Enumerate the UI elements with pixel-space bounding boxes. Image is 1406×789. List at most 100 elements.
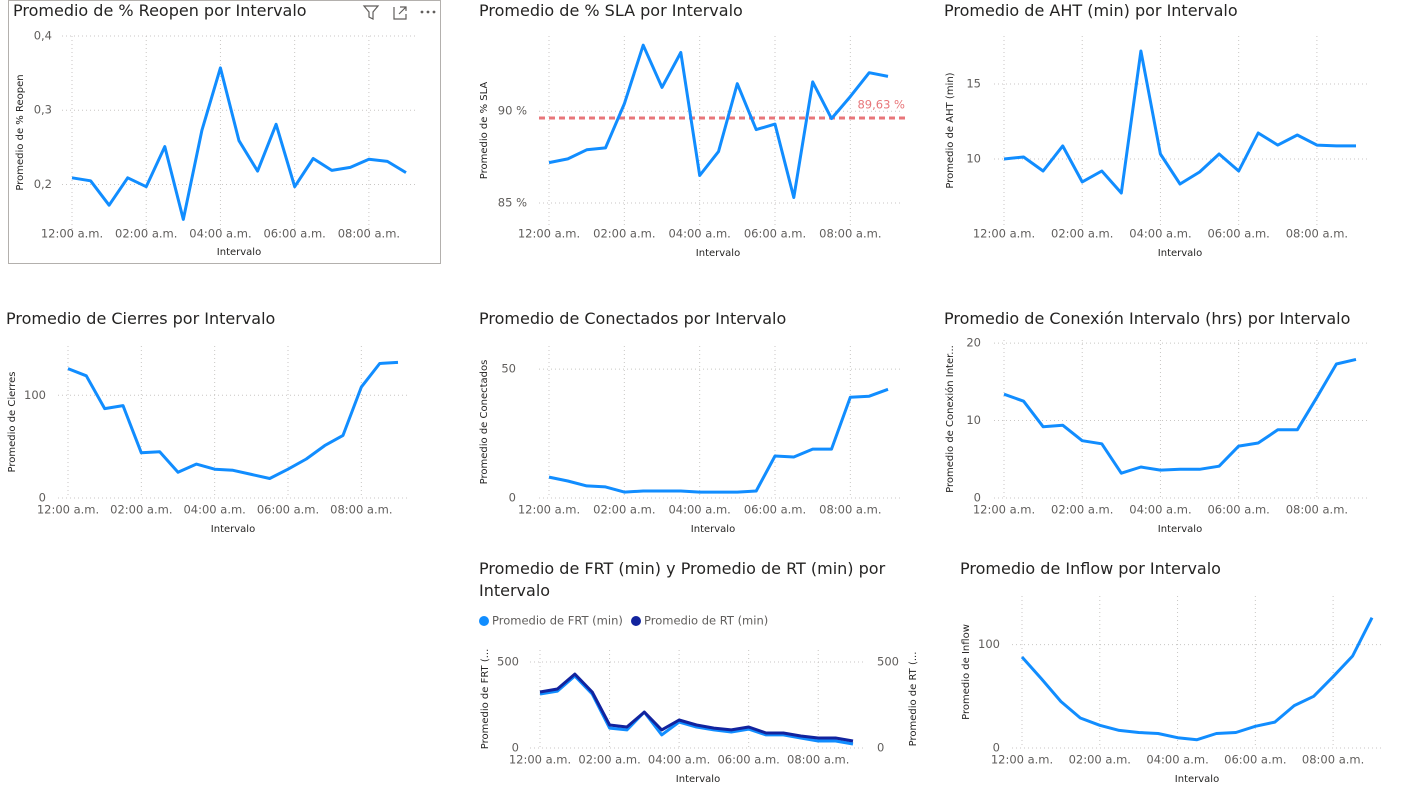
legend-label: Promedio de FRT (min) bbox=[492, 614, 623, 628]
x-tick-label: 02:00 a.m. bbox=[1069, 753, 1131, 767]
y-tick-label: 20 bbox=[966, 336, 981, 350]
y-axis-title: Promedio de AHT (min) bbox=[945, 72, 956, 188]
x-tick-label: 08:00 a.m. bbox=[338, 227, 400, 241]
series-line bbox=[1003, 49, 1356, 195]
x-tick-label: 06:00 a.m. bbox=[257, 503, 319, 517]
x-tick-label: 08:00 a.m. bbox=[330, 503, 392, 517]
x-tick-label: 04:00 a.m. bbox=[1146, 753, 1208, 767]
x-tick-label: 12:00 a.m. bbox=[41, 227, 103, 241]
x-tick-label: 04:00 a.m. bbox=[668, 227, 730, 241]
x-axis-title: Intervalo bbox=[1158, 524, 1202, 535]
filter-icon[interactable] bbox=[362, 5, 380, 20]
x-tick-label: 02:00 a.m. bbox=[1051, 227, 1113, 241]
x-tick-label: 12:00 a.m. bbox=[37, 503, 99, 517]
y-tick-label: 50 bbox=[501, 362, 516, 376]
y-tick-label: 85 % bbox=[498, 195, 527, 209]
y-tick-label: 0 bbox=[39, 491, 46, 505]
average-label: 89,63 % bbox=[857, 98, 905, 112]
x-tick-label: 12:00 a.m. bbox=[518, 503, 580, 517]
chart-title: Promedio de Conexión Intervalo (hrs) por… bbox=[944, 309, 1351, 328]
visual-border bbox=[8, 0, 441, 264]
x-tick-label: 04:00 a.m. bbox=[648, 753, 710, 767]
x-tick-label: 12:00 a.m. bbox=[509, 753, 571, 767]
y-tick-label: 0,3 bbox=[34, 103, 52, 117]
y-tick-label: 15 bbox=[966, 77, 981, 91]
x-tick-label: 08:00 a.m. bbox=[819, 503, 881, 517]
x-tick-label: 12:00 a.m. bbox=[973, 227, 1035, 241]
x-tick-label: 06:00 a.m. bbox=[717, 753, 779, 767]
x-tick-label: 06:00 a.m. bbox=[1207, 227, 1269, 241]
x-tick-label: 06:00 a.m. bbox=[744, 227, 806, 241]
x-axis-title: Intervalo bbox=[1158, 248, 1202, 259]
x-tick-label: 12:00 a.m. bbox=[518, 227, 580, 241]
y-tick-label: 10 bbox=[966, 413, 981, 427]
x-tick-label: 02:00 a.m. bbox=[110, 503, 172, 517]
x-tick-label: 12:00 a.m. bbox=[991, 753, 1053, 767]
x-tick-label: 08:00 a.m. bbox=[1302, 753, 1364, 767]
x-tick-label: 08:00 a.m. bbox=[1286, 227, 1348, 241]
y-axis-title: Promedio de % Reopen bbox=[15, 74, 26, 190]
focus-mode-icon[interactable] bbox=[393, 6, 407, 20]
x-axis-title: Intervalo bbox=[217, 247, 261, 258]
x-tick-label: 02:00 a.m. bbox=[593, 503, 655, 517]
chart-title: Promedio de % Reopen por Intervalo bbox=[13, 1, 307, 20]
more-options-icon[interactable] bbox=[420, 10, 436, 14]
legend-label: Promedio de RT (min) bbox=[644, 614, 768, 628]
x-axis-title: Intervalo bbox=[1175, 774, 1219, 785]
x-tick-label: 02:00 a.m. bbox=[593, 227, 655, 241]
y2-tick-label: 0 bbox=[877, 741, 884, 755]
y-tick-label: 100 bbox=[24, 388, 46, 402]
series-line bbox=[548, 43, 889, 199]
x-axis-title: Intervalo bbox=[211, 524, 255, 535]
x-axis-title: Intervalo bbox=[676, 774, 720, 785]
x-axis-title: Intervalo bbox=[696, 248, 740, 259]
legend-marker bbox=[479, 616, 489, 626]
x-tick-label: 04:00 a.m. bbox=[668, 503, 730, 517]
series-line bbox=[71, 66, 407, 221]
series-line bbox=[539, 672, 854, 743]
legend-marker bbox=[631, 616, 641, 626]
x-tick-label: 08:00 a.m. bbox=[787, 753, 849, 767]
chart-title: Promedio de % SLA por Intervalo bbox=[479, 1, 743, 20]
x-tick-label: 04:00 a.m. bbox=[183, 503, 245, 517]
series-line bbox=[67, 360, 399, 480]
x-tick-label: 02:00 a.m. bbox=[1051, 503, 1113, 517]
y-tick-label: 0 bbox=[993, 741, 1000, 755]
x-tick-label: 04:00 a.m. bbox=[1129, 227, 1191, 241]
chart-title: Promedio de AHT (min) por Intervalo bbox=[944, 1, 1238, 20]
x-axis-title: Intervalo bbox=[691, 524, 735, 535]
y-tick-label: 0,4 bbox=[34, 29, 52, 43]
x-tick-label: 06:00 a.m. bbox=[263, 227, 325, 241]
y-tick-label: 10 bbox=[966, 152, 981, 166]
x-tick-label: 06:00 a.m. bbox=[1207, 503, 1269, 517]
series-line bbox=[1020, 617, 1374, 742]
chart-title: Promedio de FRT (min) y Promedio de RT (… bbox=[479, 559, 886, 600]
x-tick-label: 02:00 a.m. bbox=[578, 753, 640, 767]
y-tick-label: 0 bbox=[974, 491, 981, 505]
x-tick-label: 02:00 a.m. bbox=[115, 227, 177, 241]
y-tick-label: 0 bbox=[509, 491, 516, 505]
y-tick-label: 0 bbox=[512, 741, 519, 755]
series-line bbox=[1003, 357, 1357, 475]
x-tick-label: 06:00 a.m. bbox=[1224, 753, 1286, 767]
chart-title: Promedio de Conectados por Intervalo bbox=[479, 309, 787, 328]
y2-tick-label: 500 bbox=[877, 655, 899, 669]
y-axis-title: Promedio de Conectados bbox=[479, 360, 490, 485]
y-axis-title: Promedio de % SLA bbox=[479, 82, 490, 180]
y-axis-title: Promedio de Conexión Inter... bbox=[944, 345, 956, 493]
chart-title: Promedio de Inflow por Intervalo bbox=[960, 559, 1221, 578]
y2-axis-title: Promedio de RT (... bbox=[908, 652, 919, 747]
y-tick-label: 500 bbox=[497, 655, 519, 669]
y-tick-label: 90 % bbox=[498, 104, 527, 118]
y-axis-title: Promedio de FRT (... bbox=[480, 649, 491, 750]
x-tick-label: 08:00 a.m. bbox=[1286, 503, 1348, 517]
y-axis-title: Promedio de Inflow bbox=[961, 624, 972, 720]
x-tick-label: 12:00 a.m. bbox=[973, 503, 1035, 517]
x-tick-label: 08:00 a.m. bbox=[819, 227, 881, 241]
y-axis-title: Promedio de Cierres bbox=[7, 372, 18, 473]
x-tick-label: 04:00 a.m. bbox=[1129, 503, 1191, 517]
y-tick-label: 0,2 bbox=[34, 177, 52, 191]
x-tick-label: 04:00 a.m. bbox=[189, 227, 251, 241]
